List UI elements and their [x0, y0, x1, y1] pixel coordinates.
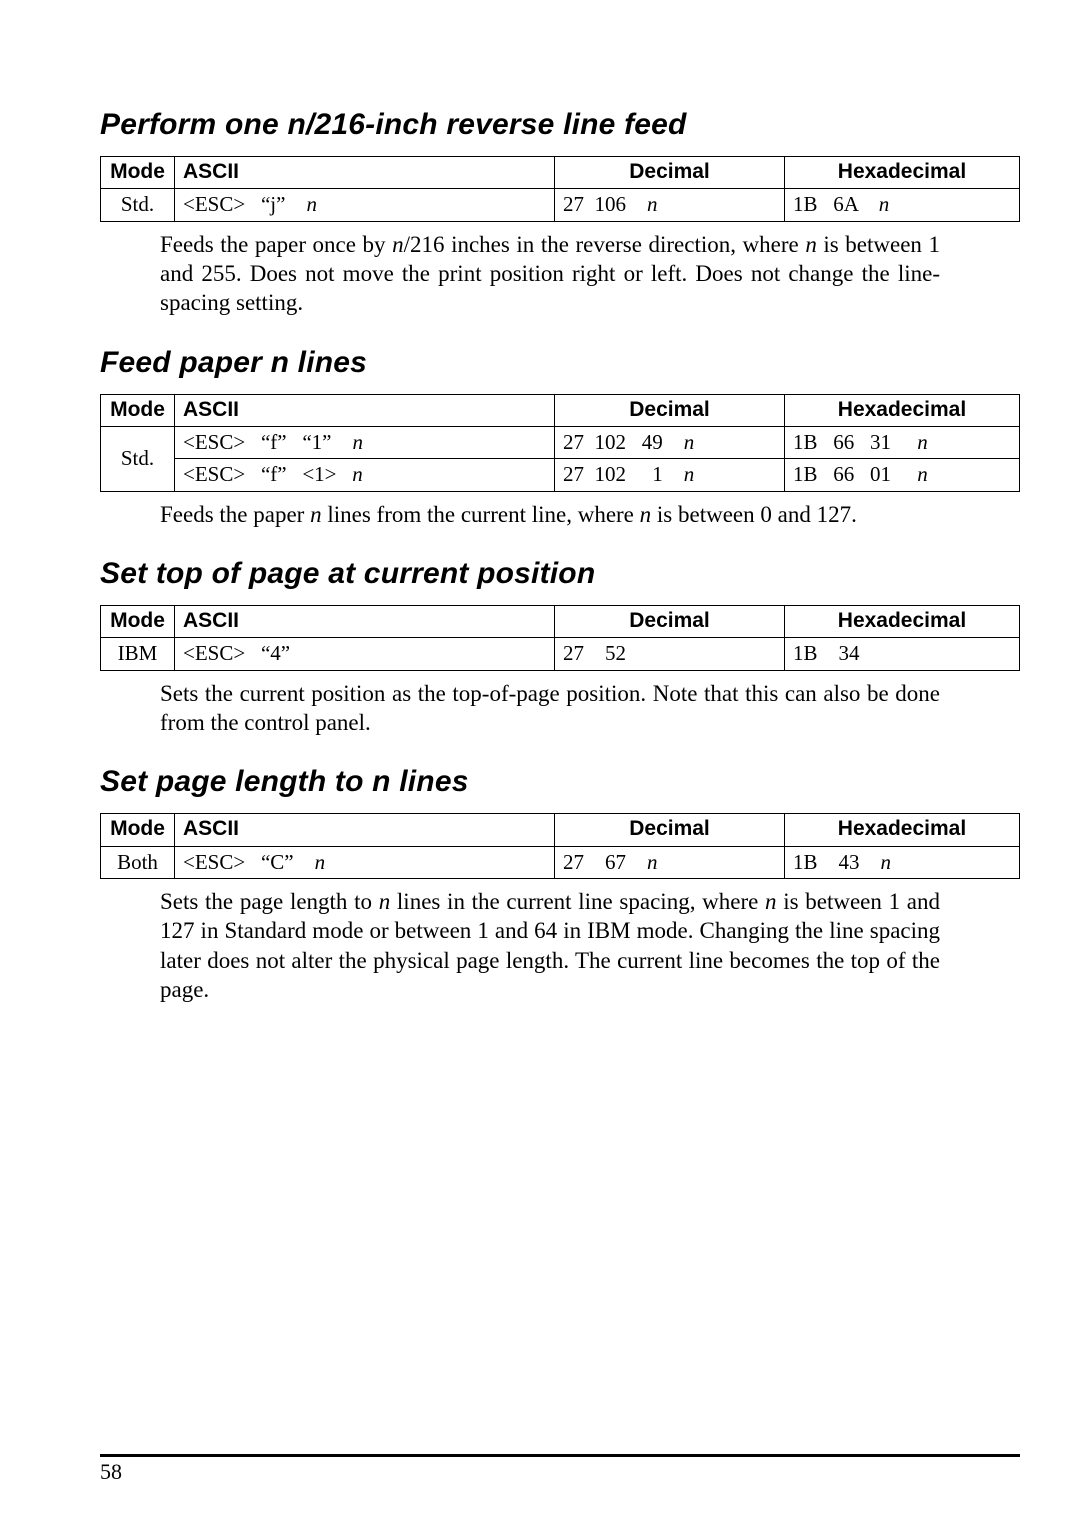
table-header: Mode [101, 606, 175, 638]
table-header: Hexadecimal [785, 394, 1020, 426]
command-table: ModeASCIIDecimalHexadecimalStd.<ESC> “f”… [100, 394, 1020, 492]
table-header: Mode [101, 814, 175, 846]
ascii-cell: <ESC> “f” <1> n [175, 459, 555, 491]
section-description: Feeds the paper once by n/216 inches in … [160, 230, 940, 318]
decimal-cell: 27 52 [555, 638, 785, 670]
table-header: Hexadecimal [785, 606, 1020, 638]
decimal-cell: 27 106 n [555, 189, 785, 221]
table-header: Decimal [555, 157, 785, 189]
table-row: Std.<ESC> “j” n27 106 n1B 6A n [101, 189, 1020, 221]
mode-cell: Both [101, 846, 175, 878]
table-row: Std.<ESC> “f” “1” n27 102 49 n1B 66 31 n [101, 427, 1020, 459]
decimal-cell: 27 102 49 n [555, 427, 785, 459]
sections-container: Perform one n/216-inch reverse line feed… [100, 108, 1020, 1005]
hex-cell: 1B 6A n [785, 189, 1020, 221]
section-title: Feed paper n lines [100, 346, 1020, 380]
hex-cell: 1B 34 [785, 638, 1020, 670]
ascii-cell: <ESC> “f” “1” n [175, 427, 555, 459]
hex-cell: 1B 66 01 n [785, 459, 1020, 491]
hex-cell: 1B 43 n [785, 846, 1020, 878]
section-description: Sets the current position as the top-of-… [160, 679, 940, 738]
hex-cell: 1B 66 31 n [785, 427, 1020, 459]
command-table: ModeASCIIDecimalHexadecimalIBM<ESC> “4”2… [100, 605, 1020, 671]
page-number: 58 [100, 1459, 1020, 1485]
table-header: Hexadecimal [785, 814, 1020, 846]
table-row: IBM<ESC> “4”27 521B 34 [101, 638, 1020, 670]
decimal-cell: 27 102 1 n [555, 459, 785, 491]
table-header: Decimal [555, 606, 785, 638]
command-table: ModeASCIIDecimalHexadecimalBoth<ESC> “C”… [100, 813, 1020, 879]
table-row: <ESC> “f” <1> n27 102 1 n1B 66 01 n [101, 459, 1020, 491]
mode-cell: Std. [101, 189, 175, 221]
table-header: ASCII [175, 814, 555, 846]
table-header: Mode [101, 394, 175, 426]
section-description: Feeds the paper n lines from the current… [160, 500, 940, 529]
table-header: ASCII [175, 157, 555, 189]
table-header: Decimal [555, 394, 785, 426]
mode-cell: IBM [101, 638, 175, 670]
section-description: Sets the page length to n lines in the c… [160, 887, 940, 1005]
table-header: Mode [101, 157, 175, 189]
ascii-cell: <ESC> “j” n [175, 189, 555, 221]
table-header: ASCII [175, 394, 555, 426]
table-row: Both<ESC> “C” n27 67 n1B 43 n [101, 846, 1020, 878]
decimal-cell: 27 67 n [555, 846, 785, 878]
table-header: ASCII [175, 606, 555, 638]
section-title: Set page length to n lines [100, 765, 1020, 799]
ascii-cell: <ESC> “4” [175, 638, 555, 670]
ascii-cell: <ESC> “C” n [175, 846, 555, 878]
page-footer: 58 [100, 1454, 1020, 1485]
footer-rule [100, 1454, 1020, 1457]
page: Perform one n/216-inch reverse line feed… [0, 0, 1080, 1525]
table-header: Decimal [555, 814, 785, 846]
mode-cell: Std. [101, 427, 175, 492]
section-title: Set top of page at current position [100, 557, 1020, 591]
command-table: ModeASCIIDecimalHexadecimalStd.<ESC> “j”… [100, 156, 1020, 222]
table-header: Hexadecimal [785, 157, 1020, 189]
section-title: Perform one n/216-inch reverse line feed [100, 108, 1020, 142]
